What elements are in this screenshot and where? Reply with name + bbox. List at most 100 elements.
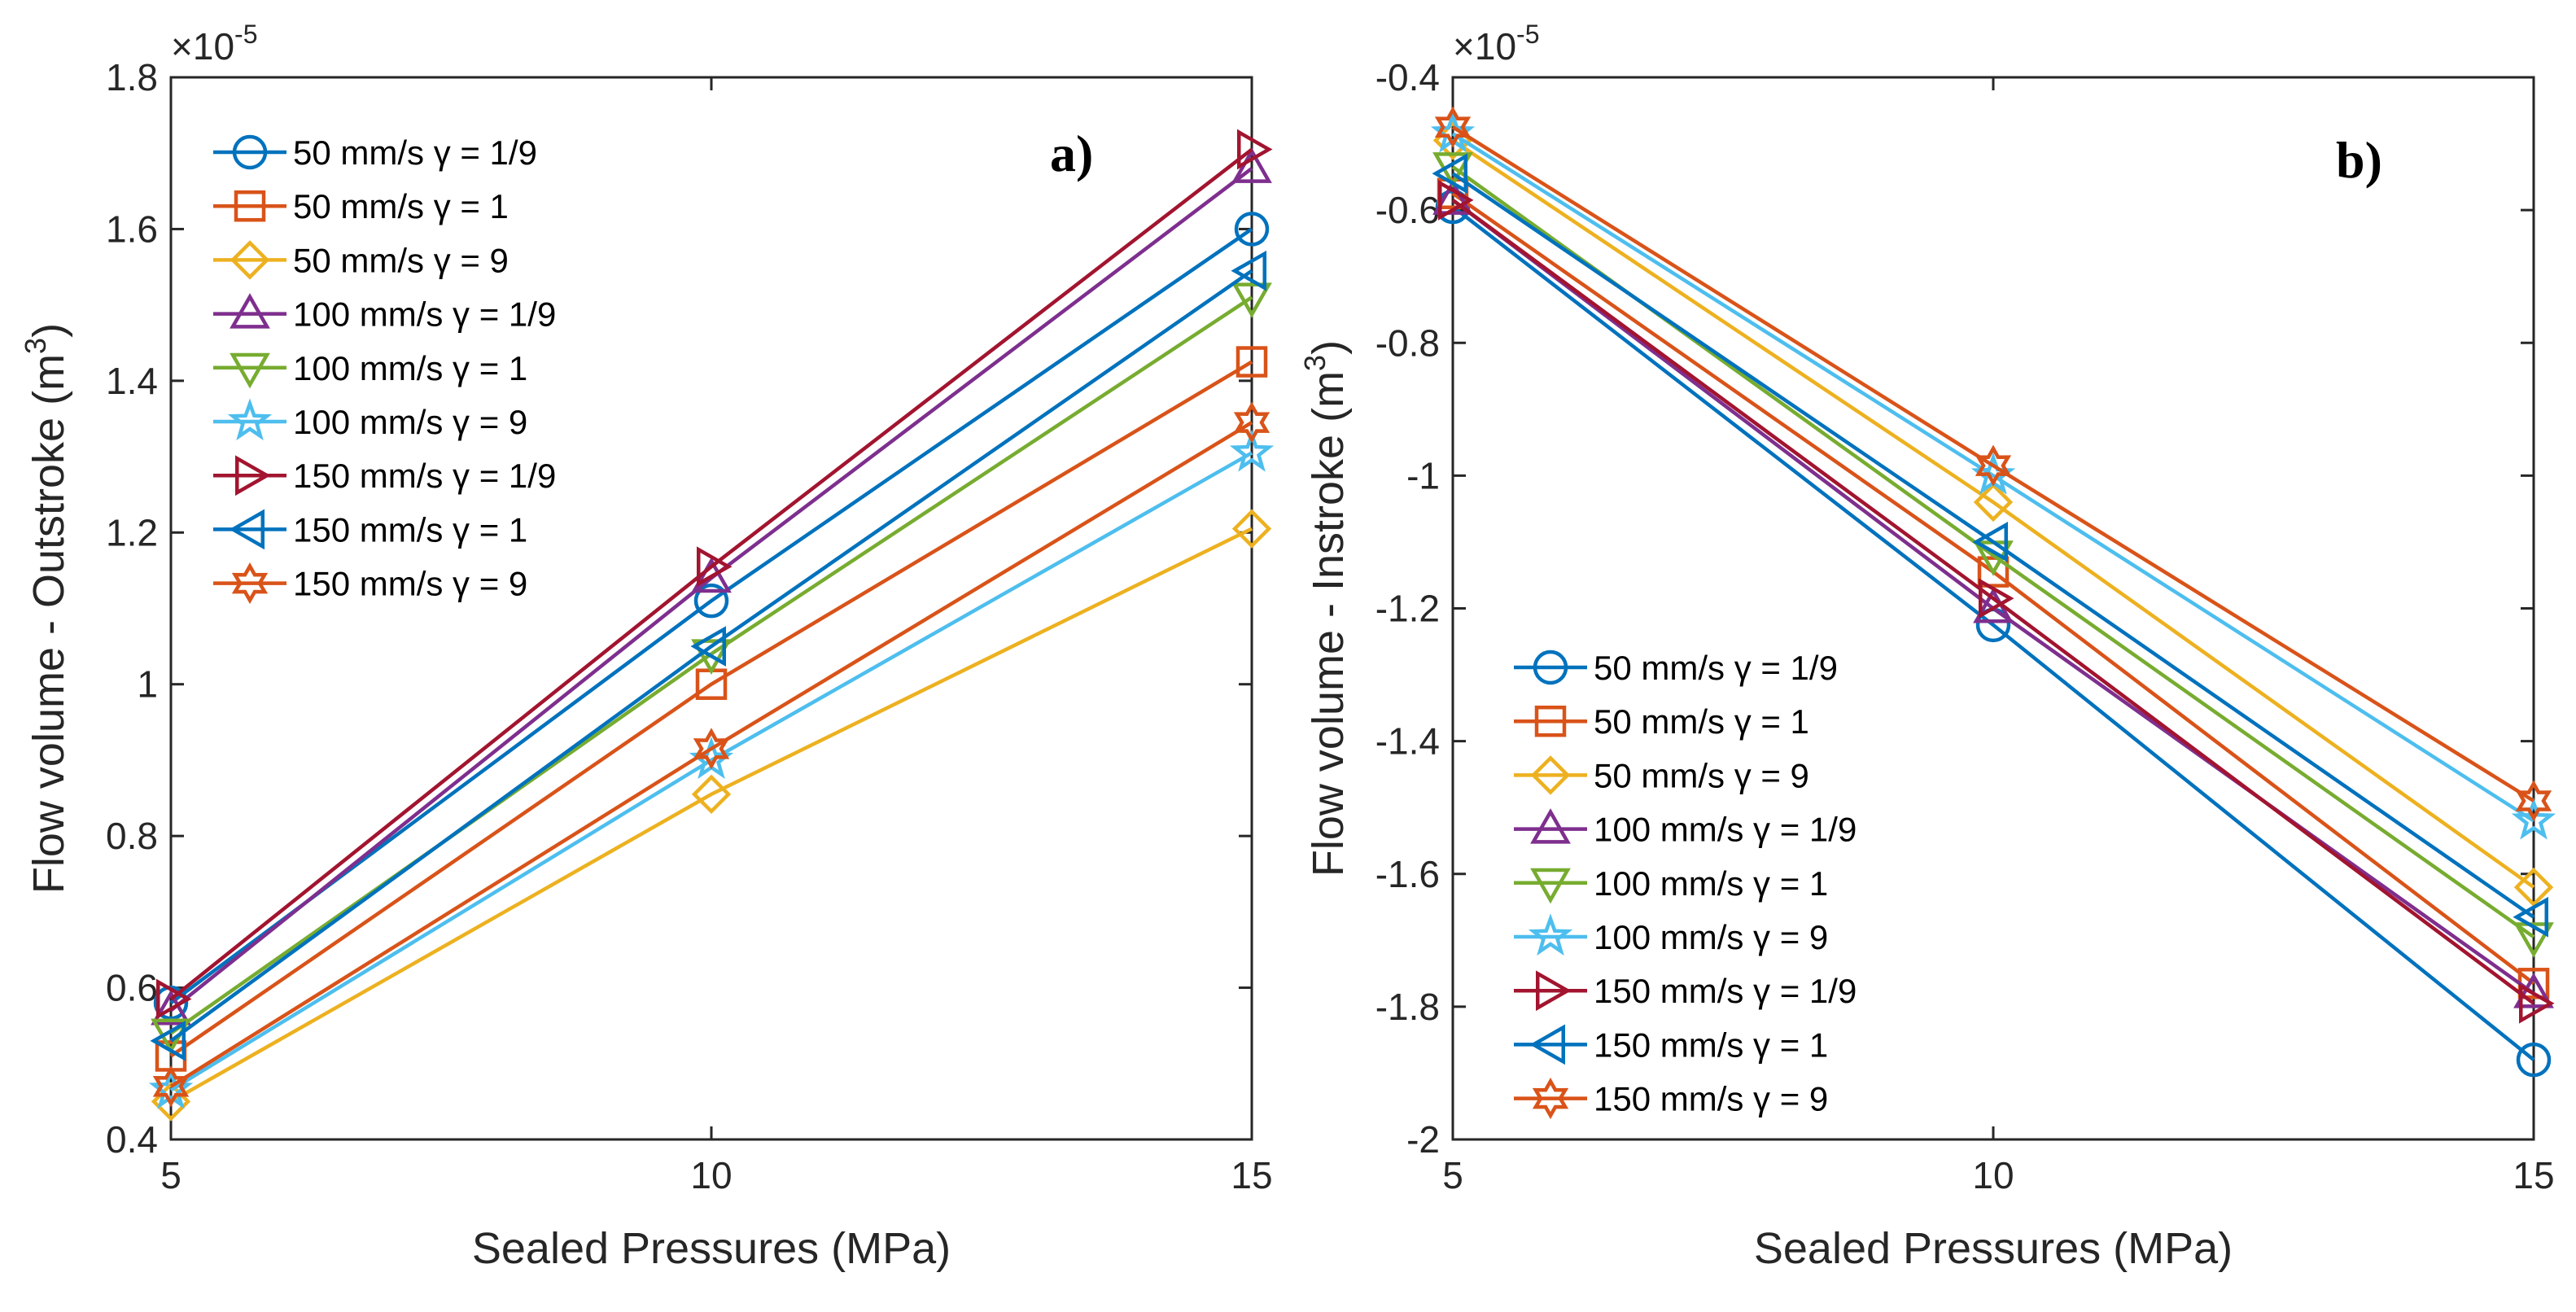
series-line <box>169 527 1253 1104</box>
legend-label: 50 mm/s γ = 1 <box>293 187 509 225</box>
legend-item: 50 mm/s γ = 9 <box>1514 755 1809 795</box>
y-exponent-label: ×10-5 <box>1453 20 1539 68</box>
legend-marker <box>227 398 273 441</box>
legend-marker <box>230 293 270 329</box>
data-point <box>1231 147 1272 183</box>
data-point <box>1979 578 2014 619</box>
legend-marker <box>231 562 269 605</box>
y-tick-label: 0.6 <box>106 967 158 1009</box>
legend-label: 50 mm/s γ = 1/9 <box>293 133 537 172</box>
legend-label: 150 mm/s γ = 1 <box>1594 1026 1828 1064</box>
legend-marker <box>1530 868 1571 904</box>
legend-marker <box>232 134 268 170</box>
y-axis-title: Flow volume - Instroke (m3) <box>1298 340 1353 877</box>
legend: 50 mm/s γ = 1/9 50 mm/s γ = 1 50 mm/s γ = … <box>1514 649 1857 1120</box>
legend-label: 100 mm/s γ = 9 <box>293 403 527 441</box>
y-axis-title-main: Flow volume - Instroke (m <box>1304 371 1353 877</box>
data-point <box>1432 153 1467 195</box>
data-point <box>1975 444 2012 487</box>
legend-item: 150 mm/s γ = 1 <box>1514 1024 1828 1065</box>
y-tick-label: 1.8 <box>106 56 158 98</box>
y-tick-label: -1.4 <box>1375 720 1440 763</box>
data-point <box>156 978 192 1020</box>
series-8 <box>150 250 1266 1061</box>
legend-item: 50 mm/s γ = 1/9 <box>1514 649 1838 687</box>
data-point <box>1432 179 1473 215</box>
legend-marker <box>1532 1078 1569 1120</box>
data-point <box>1231 509 1272 549</box>
y-tick-label: -0.8 <box>1375 321 1440 364</box>
x-tick-label: 5 <box>1442 1154 1463 1196</box>
legend-label: 100 mm/s γ = 9 <box>1594 918 1828 956</box>
x-axis-title: Sealed Pressures (MPa) <box>1754 1224 2233 1273</box>
y-tick-label: -1.2 <box>1375 588 1440 630</box>
legend-marker <box>1530 808 1571 844</box>
series-9 <box>152 401 1271 1108</box>
y-tick-label: 0.8 <box>106 815 158 857</box>
y-axis-title-main: Flow volume - Outstroke (m <box>24 354 73 894</box>
y-tick-label: 1.6 <box>106 208 158 250</box>
chart-panel-a: 0.4 0.6 0.8 1 1.2 1.4 1.6 1.8 5 10 15 ×10-5 Sealed P… <box>19 20 1275 1273</box>
data-point <box>2513 867 2554 907</box>
y-tick-label: -1.8 <box>1375 986 1440 1028</box>
data-point <box>691 639 732 675</box>
series-line <box>1451 132 2535 823</box>
series-1 <box>153 212 1270 1021</box>
legend-item: 100 mm/s γ = 1/9 <box>1514 808 1857 849</box>
legend-item: 50 mm/s γ = 1 <box>1514 702 1809 741</box>
legend-marker <box>229 509 265 550</box>
data-point <box>1236 346 1268 378</box>
series-line <box>1451 138 2535 889</box>
x-tick-label: 5 <box>160 1154 182 1196</box>
data-point <box>2516 1042 2552 1078</box>
y-tick-label: -2 <box>1406 1118 1440 1161</box>
legend-marker <box>234 190 266 222</box>
x-tick-label: 10 <box>1972 1154 2014 1196</box>
legend-marker <box>1528 913 1573 956</box>
legend-label: 100 mm/s γ = 1/9 <box>1594 811 1857 849</box>
data-point <box>1977 556 2010 588</box>
data-point <box>691 774 732 815</box>
data-point <box>1233 401 1271 444</box>
y-tick-label: -1 <box>1406 454 1440 496</box>
legend-item: 50 mm/s γ = 1 <box>213 187 509 225</box>
data-point <box>1972 522 2008 562</box>
panel-label: b) <box>2336 131 2382 189</box>
y-axis-title-close: ) <box>1304 340 1353 355</box>
y-axis-title: Flow volume - Outstroke (m3) <box>19 323 73 894</box>
legend-label: 150 mm/s γ = 9 <box>1594 1080 1828 1118</box>
series-line <box>169 451 1253 1092</box>
y-exponent-power: -5 <box>1516 20 1539 49</box>
legend-item: 50 mm/s γ = 1/9 <box>213 133 537 172</box>
legend-label: 150 mm/s γ = 9 <box>293 565 527 603</box>
legend-marker <box>230 240 270 280</box>
data-point <box>693 728 730 770</box>
data-point <box>1237 129 1273 170</box>
series-line <box>1451 172 2535 919</box>
legend-marker <box>1530 755 1571 795</box>
legend-label: 150 mm/s γ = 1 <box>293 510 527 549</box>
data-point <box>152 1065 190 1108</box>
series-line <box>169 227 1253 1005</box>
legend-label: 150 mm/s γ = 1/9 <box>1594 972 1857 1010</box>
y-exponent-base: ×10 <box>1453 25 1516 68</box>
legend-marker <box>235 455 271 496</box>
legend-label: 50 mm/s γ = 1/9 <box>1594 649 1838 687</box>
series-9 <box>1434 106 2552 822</box>
legend-label: 50 mm/s γ = 9 <box>1594 756 1809 794</box>
y-tick-label: -1.6 <box>1375 853 1440 895</box>
series-7 <box>156 129 1273 1020</box>
legend-item: 150 mm/s γ = 9 <box>213 562 527 605</box>
y-exponent-label: ×10-5 <box>171 20 257 68</box>
data-point <box>1234 212 1270 247</box>
data-point <box>2513 973 2554 1008</box>
y-axis-title-superscript: 3 <box>19 338 52 354</box>
y-axis-title-superscript: 3 <box>1298 355 1332 371</box>
legend-item: 100 mm/s γ = 1 <box>1514 864 1828 904</box>
data-point <box>2511 797 2556 840</box>
data-point <box>1229 429 1275 472</box>
data-point <box>151 990 191 1026</box>
legend-marker <box>1534 705 1567 737</box>
